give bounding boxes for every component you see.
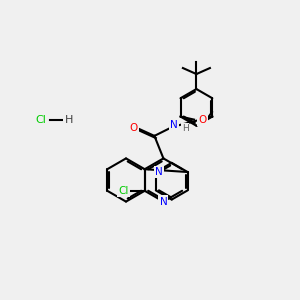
Text: H: H	[182, 124, 188, 133]
Text: N: N	[155, 167, 163, 177]
Text: N: N	[160, 196, 167, 207]
Text: Cl: Cl	[118, 186, 129, 196]
Text: O: O	[129, 123, 137, 134]
Text: N: N	[170, 120, 178, 130]
Text: H: H	[65, 115, 73, 125]
Text: Cl: Cl	[35, 115, 46, 125]
Text: O: O	[198, 115, 206, 124]
